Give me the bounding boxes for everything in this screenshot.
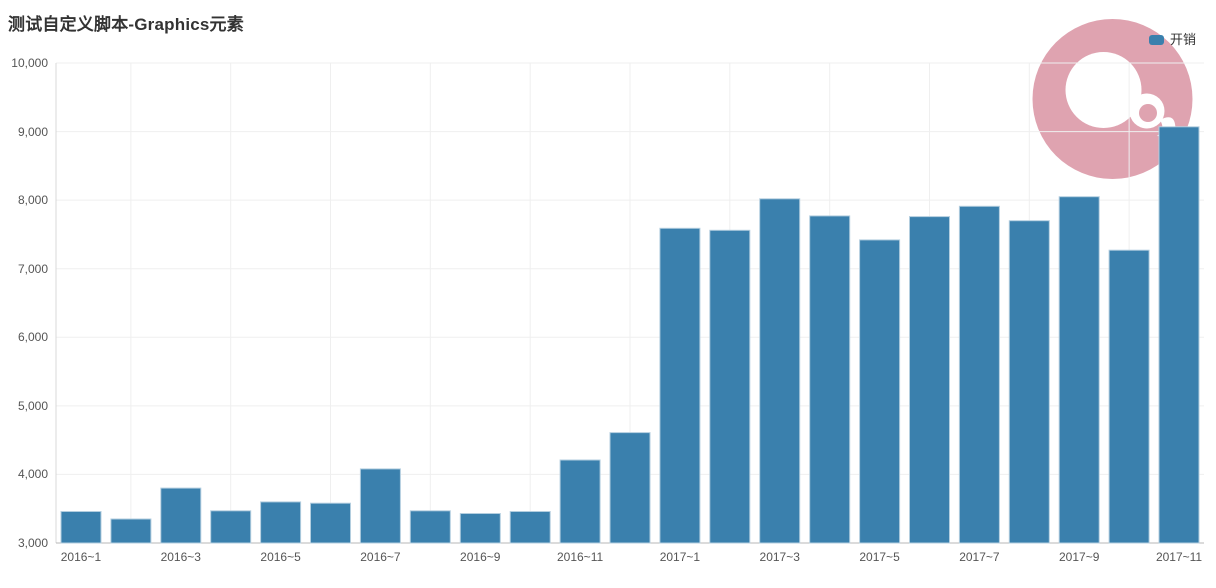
x-tick-label-2016~3: 2016~3 — [160, 550, 201, 564]
x-tick-label-2017~1: 2017~1 — [659, 550, 701, 564]
y-tick-label-5000: 5,000 — [17, 398, 48, 413]
bar-2017~4[interactable] — [809, 215, 851, 544]
bar-2017~7[interactable] — [958, 205, 1000, 544]
bar-2017~9[interactable] — [1058, 196, 1100, 544]
logo-hole — [1065, 52, 1142, 128]
bar-2016~7[interactable] — [359, 468, 401, 544]
x-tick-label-2017~9: 2017~9 — [1059, 550, 1100, 564]
y-tick-label-10000: 10,000 — [11, 56, 48, 70]
x-tick-label-2017~7: 2017~7 — [959, 550, 1000, 564]
y-tick-label-6000: 6,000 — [17, 330, 48, 345]
x-tick-label-2016~5: 2016~5 — [260, 550, 301, 564]
legend-label: 开销 — [1169, 32, 1196, 47]
x-tick-label-2016~7: 2016~7 — [360, 550, 401, 564]
bars-layer — [60, 126, 1200, 544]
bar-2016~4[interactable] — [210, 510, 252, 544]
bar-2016~11[interactable] — [559, 459, 601, 544]
bar-2016~5[interactable] — [260, 501, 302, 544]
bar-2017~3[interactable] — [759, 198, 801, 544]
bar-2016~9[interactable] — [459, 513, 501, 544]
bar-2017~5[interactable] — [859, 239, 901, 544]
bar-2016~2[interactable] — [110, 518, 152, 544]
x-tick-label-2017~5: 2017~5 — [859, 550, 900, 564]
bar-2017~10[interactable] — [1108, 249, 1150, 544]
bar-2017~8[interactable] — [1008, 220, 1050, 544]
bar-2016~8[interactable] — [409, 510, 451, 544]
bar-2017~2[interactable] — [709, 229, 751, 544]
y-tick-label-7000: 7,000 — [17, 261, 48, 276]
chart-title: 测试自定义脚本-Graphics元素 — [8, 15, 244, 34]
legend-marker-icon — [1148, 35, 1164, 45]
x-tick-label-2017~3: 2017~3 — [759, 550, 800, 564]
x-tick-label-2016~9: 2016~9 — [460, 550, 501, 564]
bar-2017~1[interactable] — [659, 227, 701, 544]
bar-2016~10[interactable] — [509, 511, 551, 544]
legend-item-expense[interactable]: 开销 — [1148, 32, 1196, 47]
logo-center-dot — [1139, 104, 1157, 122]
x-tick-label-2016~1: 2016~1 — [60, 550, 102, 564]
bar-2016~3[interactable] — [160, 487, 202, 544]
bar-2016~12[interactable] — [609, 432, 651, 544]
y-tick-label-4000: 4,000 — [17, 467, 48, 482]
y-tick-label-8000: 8,000 — [17, 193, 48, 208]
bar-2017~11[interactable] — [1158, 126, 1200, 544]
y-tick-label-3000: 3,000 — [17, 536, 48, 550]
y-tick-label-9000: 9,000 — [17, 124, 48, 139]
x-tick-label-2016~11: 2016~11 — [556, 550, 604, 564]
bar-2016~1[interactable] — [60, 511, 102, 544]
bar-2017~6[interactable] — [909, 216, 950, 544]
bar-2016~6[interactable] — [310, 502, 351, 544]
x-tick-label-2017~11: 2017~11 — [1155, 550, 1203, 564]
